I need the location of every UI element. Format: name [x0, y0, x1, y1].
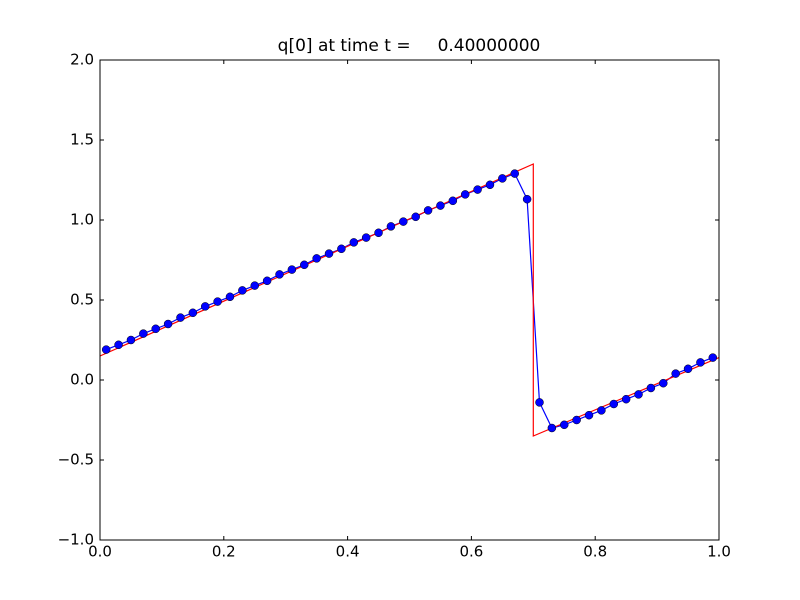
data-point — [312, 254, 321, 263]
data-point — [522, 194, 532, 204]
y-tick-label: 1.0 — [70, 211, 94, 229]
data-point — [485, 180, 495, 190]
data-point — [287, 265, 297, 274]
y-tick-label: −1.0 — [58, 531, 94, 549]
data-point — [238, 286, 247, 295]
data-point — [683, 364, 693, 374]
data-point — [498, 174, 507, 183]
data-point — [349, 238, 359, 247]
x-tick-label: 0.6 — [459, 543, 483, 561]
data-point — [399, 217, 408, 226]
data-point — [572, 415, 581, 425]
data-point — [634, 390, 643, 399]
data-point — [510, 169, 519, 178]
data-point — [386, 222, 396, 231]
data-point — [139, 329, 148, 338]
data-point — [423, 206, 433, 215]
data-point — [473, 185, 482, 194]
data-point — [547, 423, 557, 433]
data-point — [176, 313, 185, 322]
data-point — [696, 358, 705, 367]
data-point — [300, 260, 309, 270]
x-tick-label: 0.8 — [583, 543, 607, 561]
x-tick-label: 0.0 — [88, 543, 112, 561]
data-point — [460, 190, 470, 199]
data-point — [584, 410, 594, 420]
data-point — [213, 297, 222, 306]
data-point — [535, 398, 544, 407]
data-point — [646, 383, 656, 393]
data-point — [151, 324, 160, 334]
data-point — [337, 244, 346, 254]
data-point — [262, 276, 272, 286]
y-tick-label: 2.0 — [70, 51, 94, 69]
data-point — [324, 249, 334, 258]
x-tick-label: 1.0 — [707, 543, 731, 561]
data-point — [597, 406, 606, 415]
data-point — [225, 292, 235, 302]
data-point — [126, 335, 136, 345]
data-point — [200, 302, 210, 311]
data-point — [708, 353, 718, 362]
data-point — [436, 201, 445, 210]
data-point — [411, 212, 420, 222]
data-point — [659, 378, 668, 388]
y-tick-label: 0.0 — [70, 371, 94, 389]
data-point — [671, 369, 680, 378]
y-tick-label: 1.5 — [70, 131, 94, 149]
chart-title: q[0] at time t = 0.40000000 — [278, 36, 541, 56]
data-point — [188, 308, 198, 318]
data-point — [609, 399, 619, 409]
data-point — [250, 281, 259, 290]
data-point — [621, 394, 631, 404]
y-tick-label: 0.5 — [70, 291, 94, 309]
data-point — [163, 319, 173, 329]
x-tick-label: 0.4 — [336, 543, 360, 561]
data-point — [361, 233, 371, 242]
data-point — [114, 340, 123, 350]
x-tick-label: 0.2 — [212, 543, 236, 561]
data-point — [101, 345, 111, 354]
y-tick-label: −0.5 — [58, 451, 94, 469]
data-point — [560, 420, 569, 430]
data-point — [448, 196, 458, 206]
data-point — [275, 270, 284, 279]
data-point — [374, 228, 383, 238]
